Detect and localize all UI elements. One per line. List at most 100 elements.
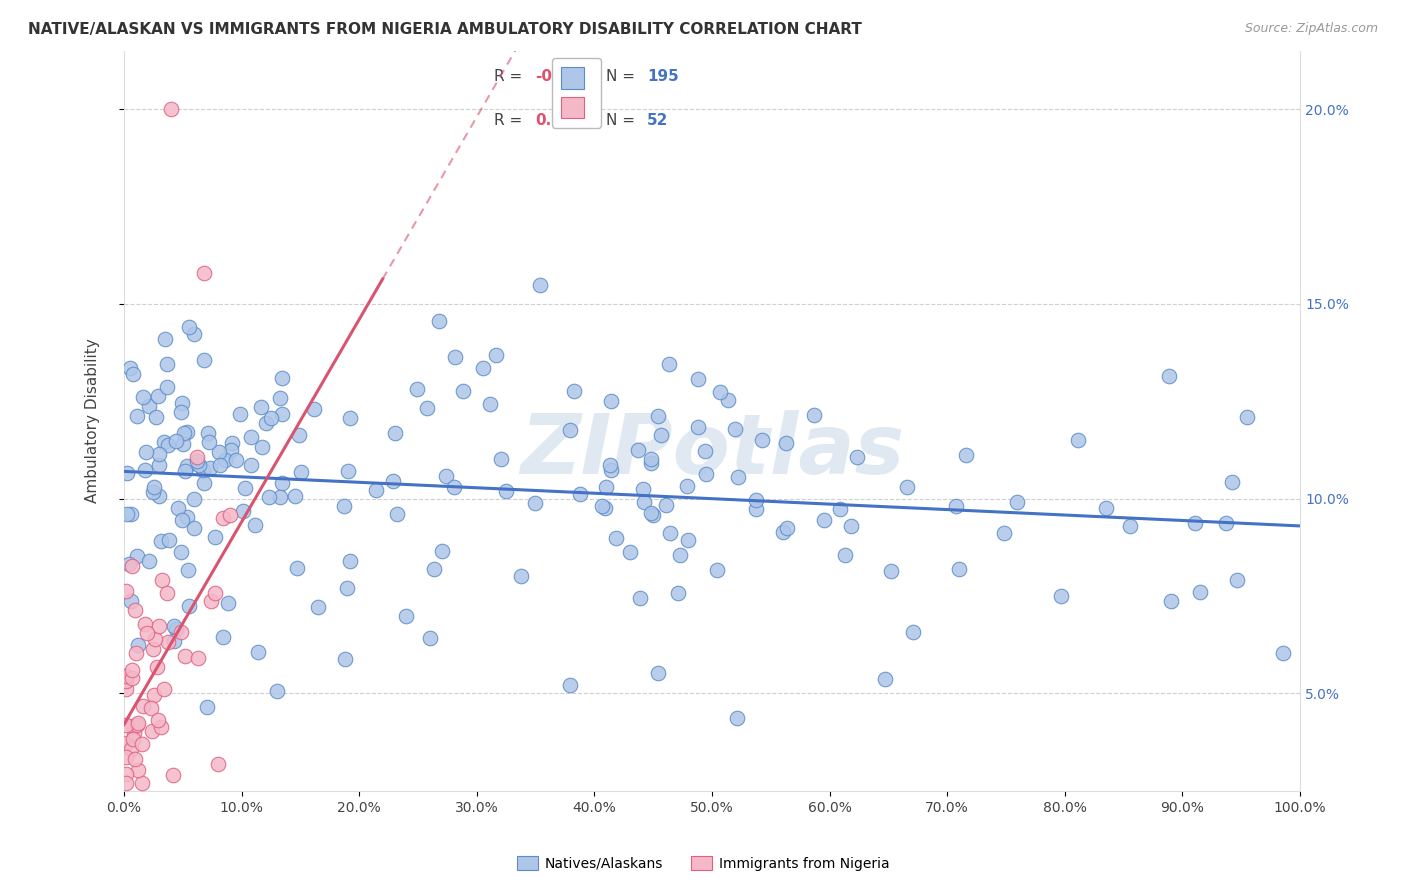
Point (724, 422, 747, 436)
Point (605, 531, 627, 545)
Point (165, 622, 187, 636)
Point (336, 581, 359, 595)
Point (176, 458, 198, 473)
Point (143, 480, 166, 494)
Point (187, 650, 209, 665)
Point (1050, 589, 1073, 603)
Point (1215, 516, 1237, 531)
Point (333, 499, 356, 513)
Point (198, 434, 221, 449)
Point (1272, 646, 1295, 660)
Point (204, 586, 226, 600)
Point (717, 392, 740, 407)
Point (489, 452, 512, 467)
Point (650, 427, 672, 442)
Point (337, 464, 360, 478)
Text: N =: N = (606, 69, 640, 84)
Point (1067, 434, 1090, 448)
Point (1184, 516, 1206, 530)
Point (195, 700, 218, 714)
Point (259, 490, 281, 504)
Point (271, 476, 294, 491)
Point (122, 368, 145, 382)
Point (156, 357, 179, 371)
Point (688, 420, 710, 434)
Point (945, 500, 967, 514)
Point (706, 563, 728, 577)
Point (132, 699, 155, 714)
Point (115, 766, 138, 780)
Point (170, 396, 193, 410)
Point (135, 445, 157, 459)
Point (364, 483, 387, 498)
Point (149, 720, 172, 734)
Point (600, 463, 623, 477)
Point (381, 474, 404, 488)
Point (218, 508, 240, 522)
Point (120, 507, 142, 521)
Point (562, 384, 585, 398)
Point (443, 480, 465, 494)
Point (148, 490, 170, 504)
Point (693, 444, 716, 458)
Point (118, 557, 141, 571)
Point (1236, 410, 1258, 425)
Point (901, 624, 924, 639)
Point (183, 326, 205, 341)
Point (156, 438, 179, 452)
Point (169, 405, 191, 419)
Point (176, 510, 198, 524)
Point (669, 548, 692, 562)
Point (591, 500, 613, 514)
Point (217, 596, 239, 610)
Point (200, 460, 222, 475)
Point (676, 533, 699, 547)
Point (686, 371, 709, 385)
Point (250, 440, 273, 454)
Point (207, 444, 229, 458)
Text: 52: 52 (647, 113, 669, 128)
Point (240, 458, 263, 472)
Point (593, 500, 616, 515)
Point (619, 545, 641, 559)
Point (183, 520, 205, 534)
Text: Source: ZipAtlas.com: Source: ZipAtlas.com (1244, 22, 1378, 36)
Point (627, 442, 650, 457)
Point (131, 390, 153, 404)
Point (640, 456, 662, 470)
Point (640, 507, 662, 521)
Point (948, 562, 970, 576)
Point (163, 634, 186, 648)
Point (304, 402, 326, 417)
Point (221, 436, 243, 450)
Point (197, 426, 219, 441)
Point (405, 382, 427, 396)
Point (751, 433, 773, 447)
Point (186, 454, 208, 468)
Point (146, 389, 169, 403)
Point (873, 673, 896, 687)
Point (156, 585, 179, 599)
Text: -0.110: -0.110 (536, 69, 591, 84)
Point (243, 517, 266, 532)
Point (427, 314, 450, 328)
Point (384, 426, 406, 441)
Point (170, 624, 193, 639)
Point (138, 399, 160, 413)
Point (193, 353, 215, 368)
Point (141, 723, 163, 738)
Point (153, 681, 176, 696)
Point (207, 756, 229, 771)
Point (1226, 573, 1249, 587)
Point (658, 526, 681, 541)
Point (148, 447, 170, 461)
Point (138, 554, 160, 568)
Point (266, 683, 288, 698)
Point (193, 266, 215, 280)
Point (485, 348, 508, 362)
Point (187, 458, 209, 472)
Point (117, 466, 139, 480)
Point (339, 411, 361, 425)
Text: NATIVE/ALASKAN VS IMMIGRANTS FROM NIGERIA AMBULATORY DISABILITY CORRELATION CHAR: NATIVE/ALASKAN VS IMMIGRANTS FROM NIGERI… (28, 22, 862, 37)
Point (803, 408, 825, 422)
